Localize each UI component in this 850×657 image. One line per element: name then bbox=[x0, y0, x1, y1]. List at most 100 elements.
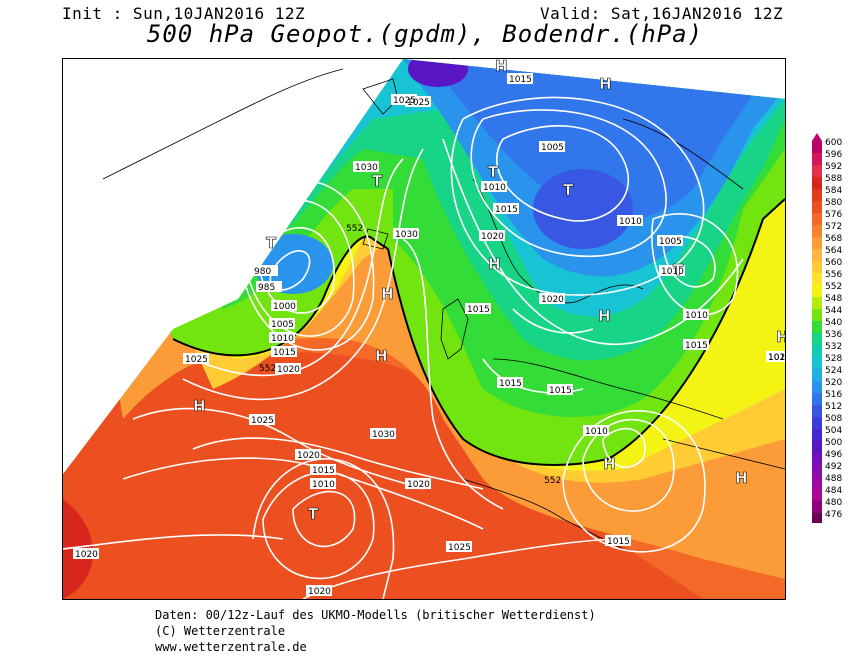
geopotential-552-label: 552 bbox=[259, 364, 276, 374]
legend-label: 584 bbox=[825, 186, 842, 196]
legend-label: 484 bbox=[825, 486, 842, 496]
legend-swatch bbox=[812, 165, 822, 177]
legend-swatch bbox=[812, 381, 822, 393]
legend-swatch bbox=[812, 417, 822, 429]
legend-label: 488 bbox=[825, 474, 842, 484]
legend-swatch bbox=[812, 273, 822, 285]
isobar-label: 1025 bbox=[393, 96, 416, 106]
low-center: T bbox=[673, 261, 684, 279]
legend-swatch bbox=[812, 465, 822, 477]
legend-label: 588 bbox=[825, 174, 842, 184]
legend-label: 536 bbox=[825, 330, 842, 340]
high-center: H bbox=[776, 328, 785, 346]
pressure-centers: H H T T T T H H H H H T T H H H bbox=[193, 59, 785, 523]
legend-label: 528 bbox=[825, 354, 842, 364]
high-center: H bbox=[599, 75, 612, 93]
isobar-label: 1015 bbox=[685, 341, 708, 351]
high-center: H bbox=[598, 307, 611, 325]
legend-swatch bbox=[812, 177, 822, 189]
isobar-label: 1010 bbox=[619, 217, 642, 227]
isobar-label: 1025 bbox=[251, 416, 274, 426]
low-center: T bbox=[563, 181, 574, 199]
legend-swatch bbox=[812, 345, 822, 357]
high-center: H bbox=[488, 255, 501, 273]
footer-data-source: Daten: 00/12z-Lauf des UKMO-Modells (bri… bbox=[155, 608, 596, 622]
footer-website: www.wetterzentrale.de bbox=[155, 640, 307, 654]
isobar-label: 1010 bbox=[685, 311, 708, 321]
isobar-label: 1010 bbox=[271, 334, 294, 344]
legend-label: 508 bbox=[825, 414, 842, 424]
legend-label: 512 bbox=[825, 402, 842, 412]
legend-label: 560 bbox=[825, 258, 842, 268]
legend-swatch bbox=[812, 237, 822, 249]
chart-title: 500 hPa Geopot.(gpdm), Bodendr.(hPa) bbox=[146, 20, 704, 48]
legend-swatch bbox=[812, 513, 822, 523]
legend-label: 592 bbox=[825, 162, 842, 172]
isobar-label: 1030 bbox=[372, 430, 395, 440]
isobar-label: 1015 bbox=[273, 348, 296, 358]
isobar-label: 1020 bbox=[297, 451, 320, 461]
legend-label: 500 bbox=[825, 438, 842, 448]
isobar-label: 1010 bbox=[661, 267, 684, 277]
isobar-label: 1015 bbox=[509, 75, 532, 85]
legend-label: 532 bbox=[825, 342, 842, 352]
low-core bbox=[533, 169, 633, 249]
legend-swatch bbox=[812, 297, 822, 309]
band-512 bbox=[423, 59, 763, 220]
legend-label: 544 bbox=[825, 306, 842, 316]
isobar-label: 1030 bbox=[355, 163, 378, 173]
legend-label: 580 bbox=[825, 198, 842, 208]
isobar-label: 985 bbox=[258, 283, 275, 293]
legend-label: 480 bbox=[825, 498, 842, 508]
legend-swatch bbox=[812, 333, 822, 345]
legend-swatch bbox=[812, 261, 822, 273]
legend-swatch bbox=[812, 321, 822, 333]
low-center: T bbox=[488, 163, 499, 181]
legend-label: 576 bbox=[825, 210, 842, 220]
legend-swatch bbox=[812, 357, 822, 369]
legend-swatch bbox=[812, 489, 822, 501]
legend-label: 564 bbox=[825, 246, 842, 256]
legend-swatch bbox=[812, 441, 822, 453]
low-center: T bbox=[266, 234, 277, 252]
legend-label: 524 bbox=[825, 366, 842, 376]
geopotential-552-label: 552 bbox=[346, 224, 363, 234]
isobar-label: 1025 bbox=[185, 355, 208, 365]
legend-swatch bbox=[812, 285, 822, 297]
outside-domain bbox=[63, 59, 403, 474]
isobar-label: 1000 bbox=[273, 302, 296, 312]
legend-swatch bbox=[812, 201, 822, 213]
isobar-label: 1015 bbox=[607, 537, 630, 547]
isobar-label: 1015 bbox=[768, 353, 785, 363]
legend-label: 572 bbox=[825, 222, 842, 232]
legend-swatch bbox=[812, 153, 822, 165]
legend-label: 520 bbox=[825, 378, 842, 388]
legend-max-arrow bbox=[812, 133, 822, 141]
isobar-label: 1005 bbox=[541, 143, 564, 153]
legend-label: 476 bbox=[825, 510, 842, 520]
isobar-label: 1025 bbox=[407, 98, 430, 108]
contour-552 bbox=[172, 198, 785, 466]
legend-label: 548 bbox=[825, 294, 842, 304]
legend-label: 556 bbox=[825, 270, 842, 280]
legend-swatch bbox=[812, 405, 822, 417]
legend-label: 552 bbox=[825, 282, 842, 292]
high-center: H bbox=[735, 469, 748, 487]
isobar-label: 1030 bbox=[395, 230, 418, 240]
legend-label: 496 bbox=[825, 450, 842, 460]
high-center: H bbox=[381, 285, 394, 303]
isobar-label: 1005 bbox=[659, 237, 682, 247]
isobar-label: 1020 bbox=[277, 365, 300, 375]
isobar-label: 1005 bbox=[271, 320, 294, 330]
legend-label: 492 bbox=[825, 462, 842, 472]
legend-swatch bbox=[812, 189, 822, 201]
isobar-label: 1010 bbox=[483, 183, 506, 193]
high-center: H bbox=[375, 347, 388, 365]
legend-label: 516 bbox=[825, 390, 842, 400]
isobar-label: 1015 bbox=[495, 205, 518, 215]
legend-label: 600 bbox=[825, 138, 842, 148]
geopotential-labels: 552 552 552 bbox=[259, 224, 561, 486]
legend-label: 504 bbox=[825, 426, 842, 436]
